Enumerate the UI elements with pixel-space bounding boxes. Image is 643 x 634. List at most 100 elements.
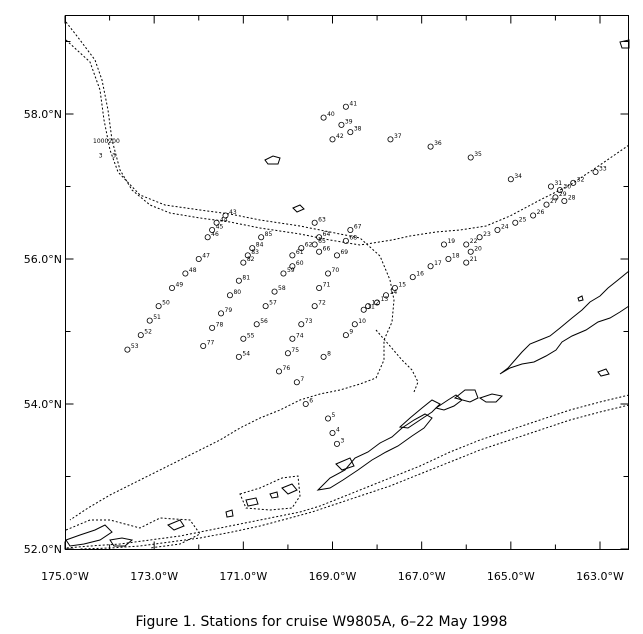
station-label: 67	[354, 224, 362, 231]
station-marker	[440, 241, 447, 248]
station-label: 36	[434, 140, 442, 147]
station-marker	[168, 284, 175, 291]
station-label: 24	[501, 224, 509, 231]
station-marker	[570, 179, 577, 186]
station-label: 40	[327, 111, 335, 118]
station-marker	[284, 350, 291, 357]
station-marker	[253, 321, 260, 328]
station-marker	[445, 255, 452, 262]
station-label: 60	[296, 260, 304, 267]
aleutian-island-unimak	[434, 394, 463, 411]
station-label: 46	[211, 231, 219, 238]
station-marker	[146, 317, 153, 324]
station-marker	[467, 248, 474, 255]
aleutian-island-seguam	[245, 497, 259, 507]
station-label: 12	[372, 300, 380, 307]
x-tick-label: 163.0°W	[576, 570, 624, 583]
station-label: 10	[358, 318, 366, 325]
station-label: 70	[332, 267, 340, 274]
station-marker	[494, 226, 501, 233]
alaska-peninsula	[499, 270, 630, 375]
station-label: 41	[349, 100, 357, 107]
station-label: 26	[537, 209, 545, 216]
station-marker	[316, 248, 323, 255]
station-label: 28	[568, 195, 576, 202]
station-marker	[333, 252, 340, 259]
contour-island-loop	[239, 475, 301, 511]
station-marker	[391, 284, 398, 291]
station-marker	[311, 219, 318, 226]
station-label: 59	[287, 267, 295, 274]
station-label: 35	[474, 151, 482, 158]
y-tick-label: 56.0°N	[24, 253, 62, 266]
station-marker	[507, 176, 514, 183]
station-marker	[218, 310, 225, 317]
x-tick-label: 175.0°W	[41, 570, 89, 583]
station-marker	[213, 219, 220, 226]
station-label: 25	[519, 216, 527, 223]
x-tick-label: 167.0°W	[398, 570, 446, 583]
station-label: 7	[300, 376, 304, 383]
aleutian-island-small	[225, 509, 234, 518]
station-label: 33	[599, 166, 607, 173]
station-label: 6	[309, 398, 313, 405]
station-label: 37	[394, 133, 402, 140]
station-label: 21	[470, 256, 478, 263]
station-label: 31	[554, 180, 562, 187]
station-label: 50	[162, 300, 170, 307]
station-label: 85	[265, 231, 273, 238]
aleutian-island-adak	[167, 519, 185, 531]
station-marker	[476, 234, 483, 241]
y-tick-label: 54.0°N	[24, 398, 62, 411]
station-marker	[552, 194, 559, 201]
station-marker	[280, 270, 287, 277]
station-marker	[347, 129, 354, 136]
station-marker	[333, 440, 340, 447]
station-label: 81	[242, 274, 250, 281]
station-marker	[325, 270, 332, 277]
station-label: 8	[327, 350, 331, 357]
station-label: 9	[349, 329, 353, 336]
stations: 3456789101112131415161718192021222324252…	[124, 100, 607, 447]
station-label: 54	[242, 350, 250, 357]
station-marker	[467, 154, 474, 161]
station-label: 30	[563, 184, 571, 191]
bathymetry-contours	[65, 21, 630, 550]
station-label: 4	[336, 427, 340, 434]
station-label: 56	[260, 318, 268, 325]
station-label: 27	[550, 198, 558, 205]
station-marker	[338, 121, 345, 128]
axis-ticks	[64, 15, 629, 550]
station-label: 57	[269, 300, 277, 307]
station-marker	[463, 259, 470, 266]
station-marker	[240, 335, 247, 342]
contour-1000m	[65, 21, 630, 246]
station-marker	[530, 212, 537, 219]
station-marker	[262, 303, 269, 310]
aleutian-island-group	[398, 399, 441, 429]
x-tick-label: 169.0°W	[309, 570, 357, 583]
station-marker	[204, 234, 211, 241]
station-label: 58	[278, 285, 286, 292]
depth-label: 200	[108, 138, 120, 145]
aleutian-island-west	[65, 524, 113, 547]
depth-labels: 1000 3 200 3	[93, 138, 120, 160]
map-frame	[65, 15, 629, 550]
station-label: 77	[207, 340, 215, 347]
station-marker	[320, 114, 327, 121]
station-marker	[275, 368, 282, 375]
station-label: 16	[416, 271, 424, 278]
station-marker	[329, 136, 336, 143]
station-marker	[409, 274, 416, 281]
x-tick-label: 171.0°W	[219, 570, 267, 583]
station-label: 52	[144, 329, 152, 336]
station-marker	[592, 168, 599, 175]
figure-caption: Figure 1. Stations for cruise W9805A, 6–…	[135, 614, 508, 630]
y-tick-label: 58.0°N	[24, 108, 62, 121]
station-marker	[289, 335, 296, 342]
station-label: 23	[483, 231, 491, 238]
x-tick-label: 165.0°W	[487, 570, 535, 583]
station-marker	[235, 277, 242, 284]
station-marker	[547, 183, 554, 190]
x-axis-labels: 175.0°W 173.0°W 171.0°W 169.0°W 167.0°W 165.0…	[41, 570, 624, 583]
